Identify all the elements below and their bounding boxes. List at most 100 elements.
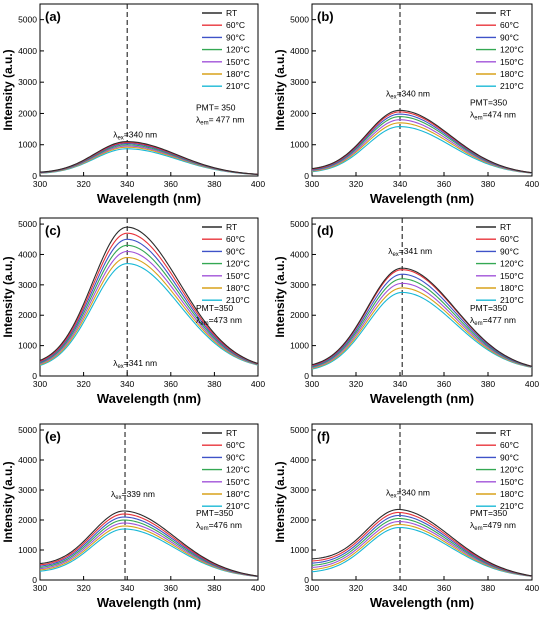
x-tick-label: 360 <box>437 379 451 389</box>
y-tick-label: 5000 <box>290 15 309 25</box>
y-tick-label: 4000 <box>18 455 37 465</box>
legend-label: 150°C <box>226 271 250 281</box>
y-axis-title: Intensity (a.u.) <box>273 49 287 130</box>
lambda-ex-annotation: λex=340 nm <box>386 88 430 100</box>
x-tick-label: 360 <box>164 583 178 593</box>
y-tick-label: 3000 <box>18 280 37 290</box>
y-tick-label: 3000 <box>290 485 309 495</box>
legend-label: 60°C <box>500 234 519 244</box>
legend-label: 90°C <box>500 452 519 462</box>
legend-label: 90°C <box>226 246 245 256</box>
x-tick-label: 380 <box>207 179 221 189</box>
series-line-150°C <box>40 250 258 366</box>
y-tick-label: 5000 <box>290 219 309 229</box>
plot-frame <box>311 217 533 377</box>
panel-d: 300 320 340 360 380 400010002000300040005000W… <box>273 217 539 406</box>
legend-label: 210°C <box>500 295 524 305</box>
lambda-ex-annotation: λex=339 nm <box>111 489 155 501</box>
legend-label: 120°C <box>500 45 524 55</box>
y-axis-title: Intensity (a.u.) <box>1 49 15 130</box>
x-tick-label: 400 <box>251 179 265 189</box>
legend-label: 180°C <box>226 489 250 499</box>
plot-frame <box>39 423 259 581</box>
panel-a: 300 320 340 360 380 400010002000300040005000W… <box>1 3 265 206</box>
series-line-RT <box>312 109 532 174</box>
x-axis-title: Wavelength (nm) <box>370 391 474 406</box>
legend-label: 120°C <box>500 465 524 475</box>
legend-label: 210°C <box>226 501 250 511</box>
y-tick-label: 4000 <box>18 249 37 259</box>
legend-label: 90°C <box>500 246 519 256</box>
x-tick-label: 300 <box>33 379 47 389</box>
legend-label: 210°C <box>226 81 250 91</box>
y-axis-title: Intensity (a.u.) <box>1 256 15 337</box>
x-tick-label: 340 <box>393 583 407 593</box>
legend-label: 120°C <box>226 259 250 269</box>
y-tick-label: 4000 <box>290 455 309 465</box>
x-tick-label: 360 <box>164 379 178 389</box>
series-line-90°C <box>312 273 532 368</box>
legend-label: 150°C <box>226 57 250 67</box>
legend-label: RT <box>500 222 511 232</box>
panel-letter: (e) <box>45 429 61 444</box>
x-axis-title: Wavelength (nm) <box>97 391 201 406</box>
legend-label: 120°C <box>226 465 250 475</box>
series-line-120°C <box>312 517 532 577</box>
x-tick-label: 320 <box>77 379 91 389</box>
y-axis-title: Intensity (a.u.) <box>1 461 15 542</box>
x-tick-label: 340 <box>120 583 134 593</box>
y-tick-label: 0 <box>304 371 309 381</box>
legend-label: 180°C <box>500 283 524 293</box>
panel-letter: (f) <box>317 429 330 444</box>
panel-letter: (b) <box>317 9 334 24</box>
legend-label: 60°C <box>500 20 519 30</box>
y-tick-label: 0 <box>304 575 309 585</box>
series-line-210°C <box>312 126 532 174</box>
x-tick-label: 320 <box>77 583 91 593</box>
x-tick-label: 300 <box>33 583 47 593</box>
y-tick-label: 1000 <box>18 140 37 150</box>
y-tick-label: 1000 <box>290 341 309 351</box>
legend-label: 120°C <box>500 259 524 269</box>
x-tick-label: 380 <box>207 583 221 593</box>
panel-c: 300 320 340 360 380 400010002000300040005000W… <box>1 217 265 406</box>
x-tick-label: 340 <box>393 179 407 189</box>
series-line-90°C <box>312 113 532 174</box>
x-tick-label: 400 <box>251 379 265 389</box>
y-tick-label: 5000 <box>290 425 309 435</box>
x-tick-label: 320 <box>349 583 363 593</box>
x-tick-label: 400 <box>525 379 539 389</box>
series-line-RT <box>40 510 258 577</box>
pmt-label: PMT=350 <box>196 303 233 313</box>
legend-label: RT <box>226 428 237 438</box>
legend-label: 150°C <box>500 271 524 281</box>
lambda-em-label: λem=479 nm <box>470 520 516 532</box>
legend-label: 210°C <box>226 295 250 305</box>
series-line-210°C <box>312 291 532 370</box>
x-tick-label: 300 <box>305 583 319 593</box>
y-tick-label: 3000 <box>18 77 37 87</box>
panel-b: 300 320 340 360 380 400010002000300040005000W… <box>273 3 539 206</box>
y-tick-label: 1000 <box>18 545 37 555</box>
x-axis-title: Wavelength (nm) <box>370 595 474 610</box>
series-line-150°C <box>312 282 532 369</box>
legend-label: RT <box>500 428 511 438</box>
legend-label: 180°C <box>500 489 524 499</box>
x-tick-label: 300 <box>305 379 319 389</box>
x-tick-label: 340 <box>393 379 407 389</box>
panel-letter: (d) <box>317 223 334 238</box>
lambda-em-label: λem=477 nm <box>470 315 516 327</box>
pmt-label: PMT= 350 <box>196 103 236 113</box>
y-tick-label: 0 <box>304 171 309 181</box>
lambda-em-label: λem= 477 nm <box>196 115 244 127</box>
series-line-RT <box>312 267 532 367</box>
pmt-label: PMT=350 <box>470 97 507 107</box>
y-tick-label: 4000 <box>18 46 37 56</box>
legend-label: 180°C <box>500 69 524 79</box>
legend-label: RT <box>500 8 511 18</box>
panel-e: 300 320 340 360 380 400010002000300040005000W… <box>1 423 265 610</box>
legend-label: 60°C <box>226 440 245 450</box>
x-tick-label: 340 <box>120 179 134 189</box>
legend-label: 60°C <box>500 440 519 450</box>
